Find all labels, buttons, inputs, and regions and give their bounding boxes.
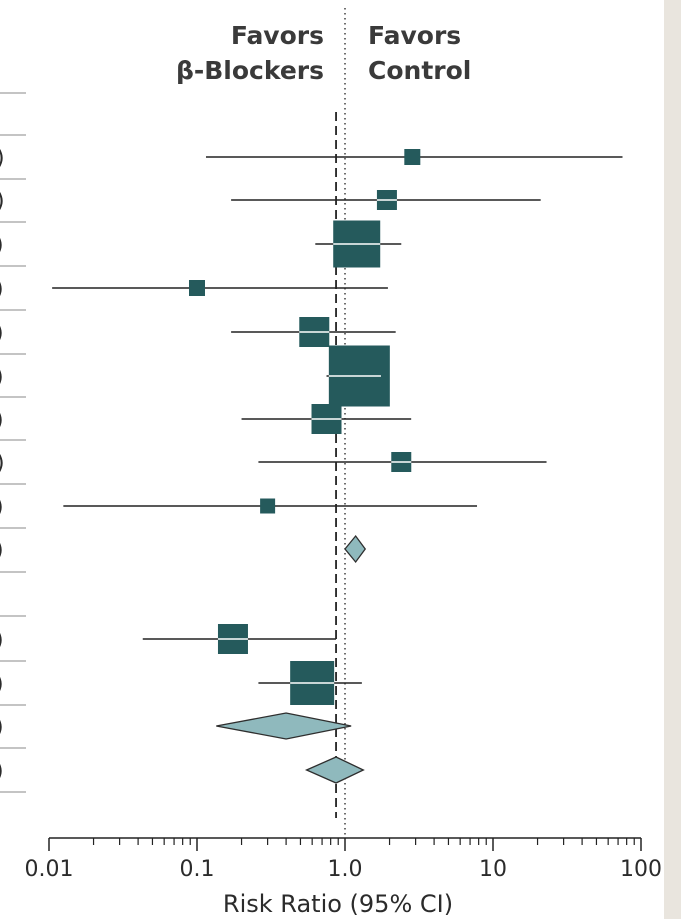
favors-right-line1: Favors	[368, 21, 461, 50]
row-ci-text: )	[0, 408, 4, 433]
row-ci-text: )	[0, 628, 4, 653]
favors-left-line1: Favors	[231, 21, 324, 50]
row-ci-text: )	[0, 538, 4, 563]
x-tick-label: 10	[479, 857, 507, 882]
row-ci-text: 4)	[0, 451, 5, 476]
favors-left-line2: β-Blockers	[176, 56, 324, 85]
side-margin-strip	[664, 0, 681, 919]
row-ci-text: )	[0, 672, 4, 697]
row-ci-text: 9)	[0, 146, 5, 171]
effect-square	[404, 149, 421, 165]
x-tick-label: 1.0	[328, 857, 363, 882]
pooled-diamond	[344, 534, 367, 564]
favors-right-line2: Control	[368, 56, 471, 85]
row-ci-text: )	[0, 715, 4, 740]
x-tick-label: 0.01	[25, 857, 74, 882]
effect-square	[189, 280, 205, 296]
plot-marks: 9) 9)))))) 4))))))) 0.01 0.1 1.0 10 100	[0, 8, 662, 882]
x-tick-label: 100	[620, 857, 662, 882]
effect-square	[260, 498, 276, 514]
x-tick-label: 0.1	[180, 857, 215, 882]
pooled-diamond	[216, 712, 352, 740]
pooled-diamond	[304, 756, 365, 784]
row-ci-text: )	[0, 759, 4, 784]
row-ci-text: )	[0, 321, 4, 346]
row-ci-text: 9)	[0, 189, 5, 214]
row-ci-text: )	[0, 277, 4, 302]
row-ci-text: )	[0, 233, 4, 258]
row-ci-text: )	[0, 495, 4, 520]
row-ci-text: )	[0, 365, 4, 390]
x-axis-title: Risk Ratio (95% CI)	[223, 890, 453, 918]
